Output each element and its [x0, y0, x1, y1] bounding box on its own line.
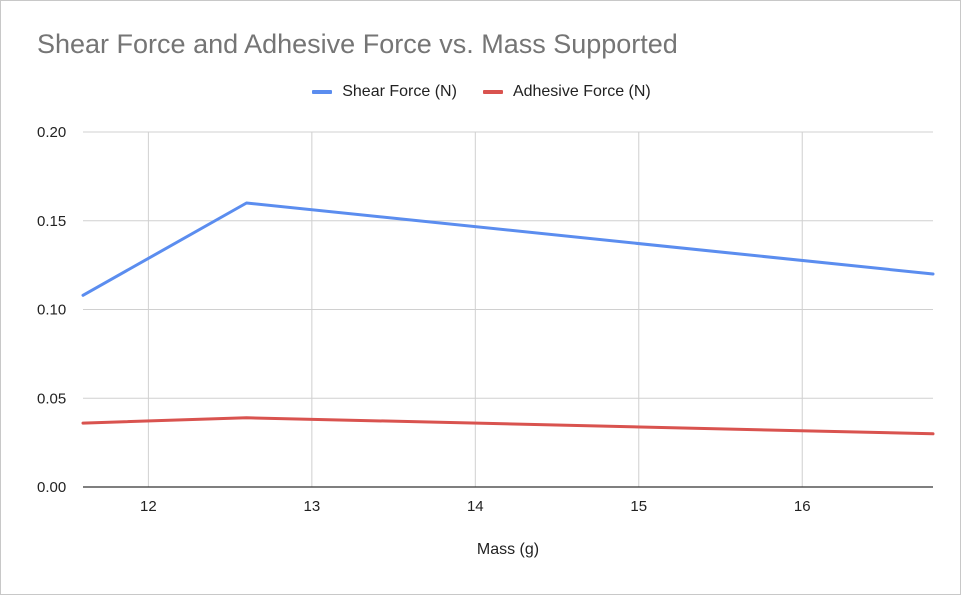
x-axis-label: Mass (g)	[476, 541, 540, 558]
x-tick-label-12: 12	[140, 498, 157, 515]
y-tick-label-0.00: 0.00	[37, 479, 66, 496]
chart-legend: Shear Force (N) Adhesive Force (N)	[1, 83, 961, 101]
chart-title: Shear Force and Adhesive Force vs. Mass …	[37, 29, 678, 59]
y-tick-label-0.05: 0.05	[37, 390, 66, 407]
data-point-shear-force-n-2	[932, 273, 935, 276]
x-tick-label-14: 14	[467, 498, 484, 515]
series-line-adhesive-force-n	[81, 416, 935, 436]
legend-item-adhesive-force[interactable]: Adhesive Force (N)	[482, 83, 651, 101]
y-tick-label-0.10: 0.10	[37, 302, 66, 319]
x-tick-label-16: 16	[794, 498, 811, 515]
data-point-adhesive-force-n-2	[932, 432, 935, 435]
legend-label-adhesive-force: Adhesive Force (N)	[512, 83, 651, 100]
y-tick-label-0.20: 0.20	[37, 124, 66, 141]
data-point-shear-force-n-1	[245, 202, 248, 205]
y-tick-label-0.15: 0.15	[37, 213, 66, 230]
data-point-adhesive-force-n-0	[82, 422, 85, 425]
legend-label-shear-force: Shear Force (N)	[342, 83, 457, 100]
data-point-shear-force-n-0	[82, 294, 85, 297]
legend-item-shear-force[interactable]: Shear Force (N)	[312, 83, 457, 101]
legend-swatch-adhesive-force	[482, 90, 503, 94]
x-tick-label-13: 13	[304, 498, 321, 515]
x-tick-label-15: 15	[630, 498, 647, 515]
data-point-adhesive-force-n-1	[245, 416, 248, 419]
legend-swatch-shear-force	[312, 90, 333, 94]
series-line-shear-force-n	[81, 201, 935, 297]
